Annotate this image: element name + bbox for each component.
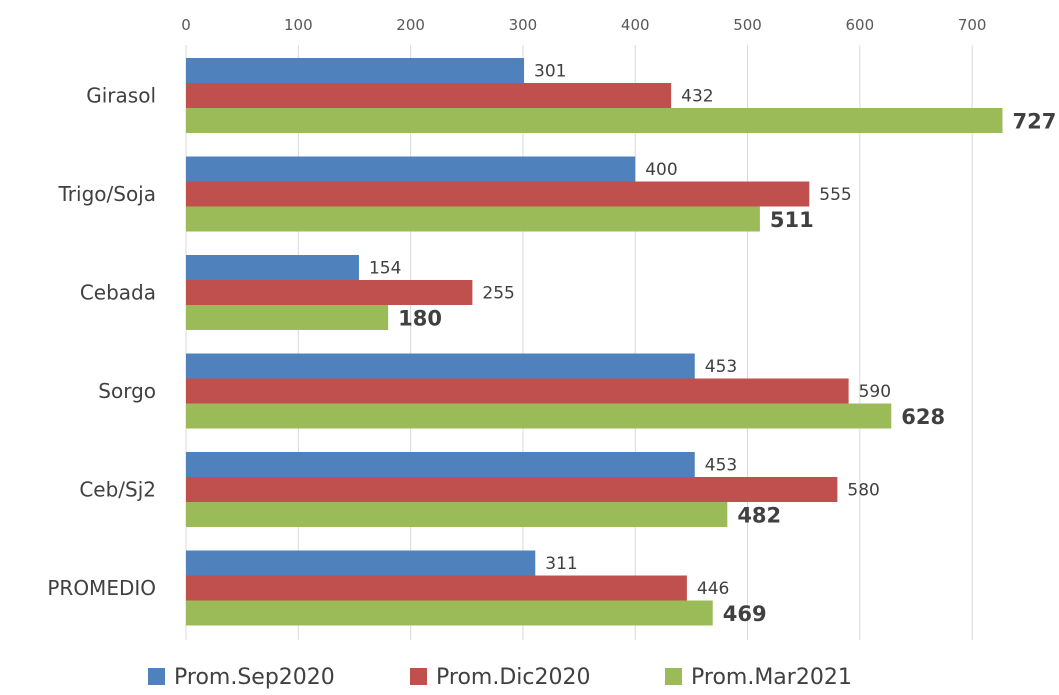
bar-promedio-prom-sep2020 <box>186 550 536 576</box>
legend: Prom.Sep2020 Prom.Dic2020 Prom.Mar2021 <box>148 665 852 690</box>
data-label: 446 <box>697 579 729 599</box>
bar-sorgo-prom-dic2020 <box>186 378 849 404</box>
bar-trigo-soja-prom-mar2021 <box>186 206 760 232</box>
bar-ceb-sj2-prom-sep2020 <box>186 452 695 477</box>
x-tick-label-700: 700 <box>958 16 987 34</box>
data-label: 580 <box>847 481 879 501</box>
category-labels: Girasol Trigo/Soja Cebada Sorgo Ceb/Sj2 PROME… <box>47 84 156 601</box>
x-tick-label-500: 500 <box>733 16 762 34</box>
data-label: 590 <box>859 382 891 402</box>
legend-swatch <box>410 668 427 685</box>
legend-swatch <box>665 668 682 685</box>
category-label: PROMEDIO <box>47 576 156 600</box>
x-tick-label-200: 200 <box>396 16 425 34</box>
bar-sorgo-prom-sep2020 <box>186 353 695 379</box>
bar-ceb-sj2-prom-dic2020 <box>186 477 838 502</box>
bar-girasol-prom-mar2021 <box>186 108 1003 133</box>
data-label: 453 <box>705 456 737 476</box>
x-tick-label-300: 300 <box>509 16 538 34</box>
data-label: 482 <box>737 504 781 528</box>
bar-cebada-prom-dic2020 <box>186 280 473 305</box>
bar-girasol-prom-sep2020 <box>186 58 525 83</box>
category-label: Cebada <box>80 281 156 305</box>
bar-cebada-prom-sep2020 <box>186 255 359 280</box>
bar-trigo-soja-prom-sep2020 <box>186 156 636 182</box>
x-axis-ticks: 0 100 200 300 400 500 600 700 <box>181 16 986 34</box>
x-tick-label-600: 600 <box>846 16 875 34</box>
data-label: 628 <box>901 405 945 429</box>
data-label: 453 <box>705 357 737 377</box>
category-label: Girasol <box>86 84 156 108</box>
bar-ceb-sj2-prom-mar2021 <box>186 502 728 527</box>
bar-promedio-prom-dic2020 <box>186 575 687 601</box>
bar-promedio-prom-mar2021 <box>186 600 713 626</box>
data-label: 400 <box>645 160 677 180</box>
bar-cebada-prom-mar2021 <box>186 305 389 330</box>
data-label: 311 <box>545 554 577 574</box>
x-tick-label-100: 100 <box>284 16 313 34</box>
gridlines <box>185 45 973 640</box>
data-label: 469 <box>723 602 767 626</box>
data-label: 555 <box>819 185 851 205</box>
data-label: 301 <box>534 62 566 82</box>
category-label: Sorgo <box>98 379 156 403</box>
legend-label: Prom.Dic2020 <box>436 665 590 690</box>
bar-sorgo-prom-mar2021 <box>186 403 892 429</box>
data-label: 511 <box>770 208 814 232</box>
data-label: 727 <box>1012 110 1056 134</box>
bar-girasol-prom-dic2020 <box>186 83 672 108</box>
legend-label: Prom.Mar2021 <box>691 665 852 690</box>
bar-trigo-soja-prom-dic2020 <box>186 181 810 207</box>
data-label: 255 <box>482 284 514 304</box>
x-tick-label-0: 0 <box>181 16 191 34</box>
category-label: Ceb/Sj2 <box>79 478 156 502</box>
x-tick-label-400: 400 <box>621 16 650 34</box>
legend-label: Prom.Sep2020 <box>174 665 335 690</box>
legend-swatch <box>148 668 165 685</box>
data-label: 432 <box>681 87 713 107</box>
category-label: Trigo/Soja <box>58 182 156 206</box>
data-label: 154 <box>369 259 401 279</box>
data-label: 180 <box>398 307 442 331</box>
